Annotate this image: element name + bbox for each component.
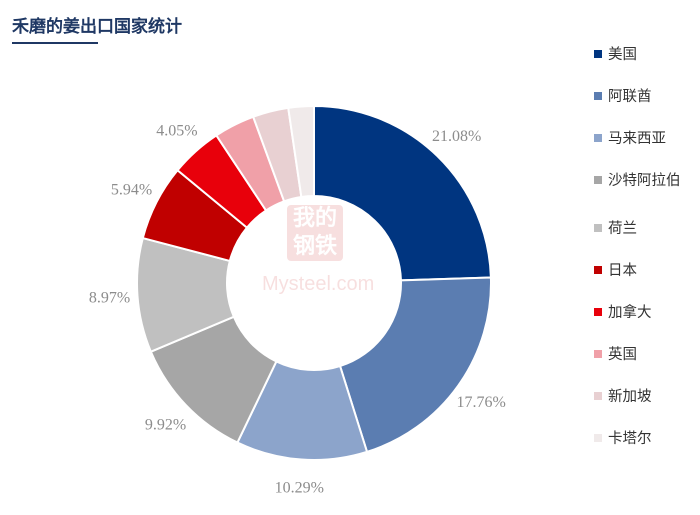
legend-item-1: 阿联酋 [594, 86, 698, 128]
chart-title: 禾磨的姜出口国家统计 [12, 17, 182, 37]
legend-label: 荷兰 [608, 221, 637, 237]
legend-swatch [594, 176, 602, 184]
legend-item-9: 卡塔尔 [594, 428, 698, 470]
slice-label-2: 10.29% [275, 479, 324, 496]
legend-swatch [594, 308, 602, 316]
legend-label: 马来西亚 [608, 131, 666, 147]
legend-item-5: 日本 [594, 260, 698, 302]
slice-9 [287, 104, 315, 199]
slice-0 [313, 104, 492, 282]
legend-swatch [594, 134, 602, 142]
legend-label: 新加坡 [608, 389, 652, 405]
legend-label: 英国 [608, 347, 637, 363]
donut-labels: 21.08% 17.76% 10.29% 9.92% 8.97% 5.94% 4.05% [89, 123, 506, 497]
legend-swatch [594, 92, 602, 100]
legend-item-0: 美国 [594, 44, 698, 86]
title-underline [12, 42, 98, 44]
slice-label-3: 9.92% [145, 416, 186, 433]
legend-label: 美国 [608, 47, 637, 63]
slice-label-6: 4.05% [156, 123, 197, 140]
slice-label-5: 5.94% [111, 182, 152, 199]
legend-label: 日本 [608, 263, 637, 279]
legend-swatch [594, 266, 602, 274]
legend: 美国阿联酋马来西亚沙特阿拉伯荷兰日本加拿大英国新加坡卡塔尔 [594, 44, 698, 470]
donut-chart: 21.08% 17.76% 10.29% 9.92% 8.97% 5.94% 4.05% [89, 104, 506, 497]
legend-item-4: 荷兰 [594, 218, 698, 260]
legend-item-3: 沙特阿拉伯 [594, 170, 698, 218]
legend-swatch [594, 224, 602, 232]
legend-item-7: 英国 [594, 344, 698, 386]
slice-label-1: 17.76% [456, 394, 505, 411]
slice-label-4: 8.97% [89, 290, 130, 307]
legend-label: 阿联酋 [608, 89, 652, 105]
slice-1 [338, 276, 492, 454]
slice-label-0: 21.08% [432, 128, 481, 145]
legend-swatch [594, 50, 602, 58]
legend-label: 卡塔尔 [608, 431, 652, 447]
legend-item-8: 新加坡 [594, 386, 698, 428]
legend-swatch [594, 392, 602, 400]
legend-item-6: 加拿大 [594, 302, 698, 344]
legend-label: 沙特阿拉伯 [608, 173, 681, 189]
legend-swatch [594, 350, 602, 358]
legend-swatch [594, 434, 602, 442]
legend-label: 加拿大 [608, 305, 652, 321]
legend-item-2: 马来西亚 [594, 128, 698, 170]
donut-slices [136, 104, 492, 461]
